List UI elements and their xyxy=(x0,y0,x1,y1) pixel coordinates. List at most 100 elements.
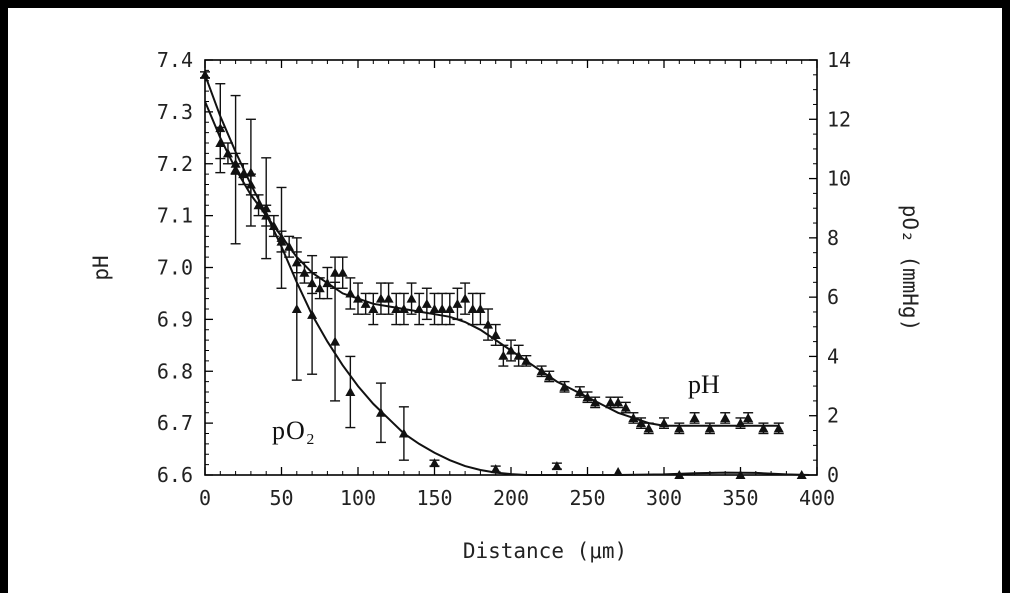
x-tick-label: 50 xyxy=(269,486,293,510)
y-right-tick-label: 8 xyxy=(827,226,839,250)
ph-data-point xyxy=(353,293,363,303)
po2-data-point xyxy=(796,470,807,479)
po2-data-point xyxy=(307,309,318,319)
ph-data-point xyxy=(398,304,409,313)
x-axis-label: Distance (μm) xyxy=(463,539,627,563)
ph-data-point xyxy=(414,304,425,313)
ph-data-point xyxy=(720,412,731,422)
po2-data-point xyxy=(345,387,356,396)
y-right-tick-label: 10 xyxy=(827,167,851,191)
ph-data-point xyxy=(689,412,700,422)
po2-data-point xyxy=(490,464,501,474)
x-tick-label: 100 xyxy=(340,486,376,510)
x-tick-label: 0 xyxy=(199,486,211,510)
ph-data-point xyxy=(613,397,624,407)
y-left-tick-label: 7.4 xyxy=(157,48,193,72)
y-left-tick-label: 7.2 xyxy=(157,152,193,176)
ph-data-point xyxy=(307,278,318,288)
ph-data-point xyxy=(429,304,440,313)
po2-data-point xyxy=(261,203,272,213)
ph-data-point xyxy=(735,418,746,428)
ph-data-point xyxy=(674,423,685,433)
ph-data-point xyxy=(314,283,325,293)
po2-curve-label: pO₂ xyxy=(272,416,316,445)
ph-data-point xyxy=(368,304,379,313)
ph-data-point xyxy=(337,267,348,277)
y-left-tick-label: 7.1 xyxy=(157,204,193,228)
po2-data-point xyxy=(398,428,409,438)
po2-data-point xyxy=(276,232,287,242)
y-right-tick-label: 6 xyxy=(827,285,839,309)
ph-data-point xyxy=(498,350,509,360)
ph-data-point xyxy=(375,293,386,303)
ph-data-point xyxy=(773,423,784,433)
ph-data-point xyxy=(460,293,471,303)
ph-data-point xyxy=(513,350,524,360)
ph-data-point xyxy=(643,423,654,433)
ph-data-point xyxy=(743,412,754,422)
y-axis-right-label: pO₂ (mmHg) xyxy=(898,205,922,331)
ph-data-point xyxy=(261,210,272,220)
ph-data-point xyxy=(605,397,616,407)
fit-lines xyxy=(204,74,810,476)
ph-data-point xyxy=(704,423,715,433)
ph-data-point xyxy=(291,257,302,267)
ph-data-point xyxy=(444,304,455,313)
labels-layer: Distance (μm) pH pO₂ (mmHg) pH pO₂ xyxy=(89,205,922,563)
po2-data-point xyxy=(200,69,210,79)
ph-data-point xyxy=(245,179,256,189)
po2-fit-line xyxy=(204,74,810,476)
y-right-tick-label: 2 xyxy=(827,404,839,428)
ph-data-point xyxy=(437,304,448,313)
ph-data-point xyxy=(230,158,241,168)
ph-data-point xyxy=(253,200,264,210)
x-tick-label: 300 xyxy=(646,486,682,510)
ticks-layer: 0 50 100 150 200 250 300 350 4006.66.76.86.97.07… xyxy=(157,48,851,510)
ph-data-point xyxy=(383,293,394,303)
ph-data-point xyxy=(582,392,593,402)
ph-data-point xyxy=(345,288,356,298)
ph-data-point xyxy=(284,241,295,251)
y-right-tick-label: 4 xyxy=(827,344,839,368)
ph-data-point xyxy=(559,381,570,391)
x-tick-label: 250 xyxy=(569,486,605,510)
ph-data-point xyxy=(490,329,501,339)
x-tick-label: 200 xyxy=(493,486,529,510)
po2-data-point xyxy=(551,461,562,471)
ph-data-point xyxy=(506,345,516,355)
ph-data-point xyxy=(238,169,249,179)
ph-data-point xyxy=(483,319,494,329)
ph-data-point xyxy=(758,423,769,433)
ph-data-point xyxy=(421,298,432,308)
po2-data-point xyxy=(291,304,302,313)
ph-data-point xyxy=(299,267,310,277)
y-right-tick-label: 12 xyxy=(827,107,851,131)
y-left-tick-label: 6.8 xyxy=(157,359,193,383)
ph-data-point xyxy=(330,267,341,277)
po2-data-point xyxy=(674,470,685,479)
x-tick-label: 350 xyxy=(722,486,758,510)
ph-data-point xyxy=(536,366,547,376)
ph-data-point xyxy=(475,304,486,313)
ph-data-point xyxy=(636,418,647,428)
ph-data-point xyxy=(574,387,585,396)
ph-data-point xyxy=(521,355,532,365)
po2-data-point xyxy=(230,164,241,174)
ph-data-point xyxy=(222,148,233,158)
ph-curve-label: pH xyxy=(688,370,720,399)
po2-data-point xyxy=(735,470,746,479)
data-markers xyxy=(200,69,807,479)
y-left-tick-label: 7.0 xyxy=(157,256,193,280)
y-right-tick-label: 14 xyxy=(827,48,851,72)
ph-data-point xyxy=(452,298,463,308)
ph-data-point xyxy=(467,304,478,313)
po2-data-point xyxy=(375,407,386,417)
y-left-tick-label: 6.9 xyxy=(157,307,193,331)
ph-data-point xyxy=(406,293,417,303)
y-axis-left-label: pH xyxy=(89,255,113,280)
po2-data-point xyxy=(330,336,341,346)
po2-data-point xyxy=(613,467,624,477)
po2-data-point xyxy=(245,167,256,177)
